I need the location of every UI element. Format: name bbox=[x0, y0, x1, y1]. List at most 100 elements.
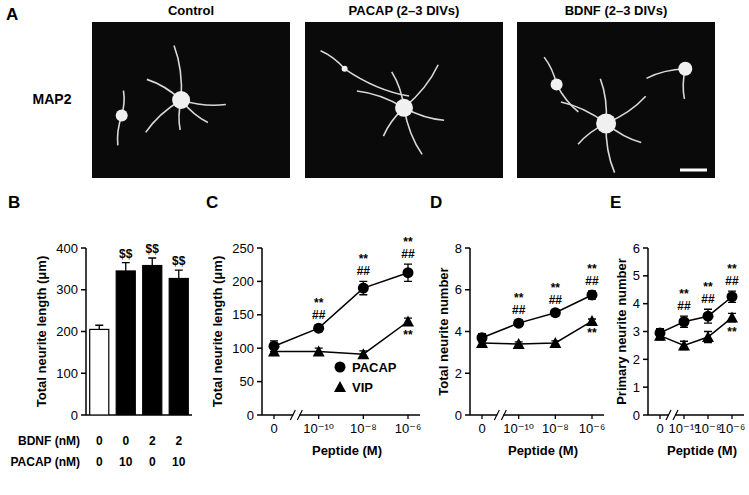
y-tick bbox=[465, 373, 470, 375]
table-value: 0 bbox=[149, 455, 156, 469]
y-tick bbox=[81, 331, 86, 333]
y-tick-label: 400 bbox=[56, 241, 78, 256]
stain-label: MAP2 bbox=[33, 91, 72, 107]
y-tick bbox=[643, 331, 648, 333]
image-title: BDNF (2–3 DIVs) bbox=[565, 3, 668, 18]
marker bbox=[550, 307, 561, 318]
x-tick bbox=[591, 415, 592, 419]
y-tick-label: 1 bbox=[633, 380, 640, 395]
x-tick bbox=[481, 415, 482, 419]
bar bbox=[116, 271, 135, 415]
marker bbox=[476, 337, 488, 348]
y-tick-label: 6 bbox=[633, 241, 640, 256]
x-tick bbox=[659, 415, 660, 419]
y-tick-label: 200 bbox=[56, 324, 78, 339]
marker bbox=[403, 267, 414, 278]
y-tick-label: 50 bbox=[240, 374, 254, 389]
significance: ## bbox=[725, 274, 739, 288]
x-tick-label: 10⁻⁶ bbox=[395, 421, 422, 436]
error-bar bbox=[175, 270, 183, 278]
scale-bar bbox=[680, 169, 707, 172]
x-axis bbox=[648, 414, 744, 416]
panel: E0123456Primary neurite number010⁻¹⁰10⁻⁸… bbox=[610, 193, 745, 458]
panel: D02468Total neurite number010⁻¹⁰10⁻⁸10⁻⁶… bbox=[430, 193, 605, 458]
x-axis bbox=[470, 414, 604, 416]
y-tick bbox=[643, 303, 648, 305]
significance: ## bbox=[357, 264, 371, 278]
significance: ## bbox=[701, 292, 715, 306]
table-value: 10 bbox=[119, 455, 133, 469]
y-tick bbox=[257, 414, 262, 416]
marker bbox=[313, 323, 324, 334]
y-axis-label: Total neurite length (μm) bbox=[34, 256, 49, 407]
x-tick-label: 10⁻⁸ bbox=[695, 421, 722, 436]
table-value: 0 bbox=[122, 434, 129, 448]
table-value: 2 bbox=[149, 434, 156, 448]
y-tick bbox=[465, 414, 470, 416]
panel-letter: C bbox=[206, 193, 218, 212]
bar bbox=[90, 329, 109, 415]
y-tick-label: 100 bbox=[56, 366, 78, 381]
y-tick-label: 2 bbox=[455, 366, 462, 381]
series-line bbox=[482, 321, 592, 344]
plot-area bbox=[654, 291, 738, 350]
x-tick-label: 10⁻⁸ bbox=[350, 421, 377, 436]
significance: $$ bbox=[119, 247, 133, 261]
marker bbox=[268, 346, 280, 357]
y-tick bbox=[81, 289, 86, 291]
y-tick bbox=[257, 314, 262, 316]
x-tick-label: 10⁻⁸ bbox=[542, 421, 569, 436]
axis-break bbox=[290, 410, 302, 420]
x-tick bbox=[407, 415, 408, 419]
marker bbox=[358, 283, 369, 294]
significance: ** bbox=[403, 328, 413, 342]
table-value: 0 bbox=[96, 455, 103, 469]
legend-label: VIP bbox=[352, 380, 373, 395]
legend-label: PACAP bbox=[352, 360, 397, 375]
table-row-label: PACAP (nM) bbox=[10, 455, 80, 469]
marker bbox=[313, 346, 325, 357]
panel: C050100150200250Total neurite length (μm… bbox=[206, 193, 421, 458]
x-tick bbox=[707, 415, 708, 419]
significance: $$ bbox=[172, 254, 186, 268]
significance: ## bbox=[677, 299, 691, 313]
x-tick-label: 10⁻⁶ bbox=[579, 421, 606, 436]
y-tick bbox=[643, 275, 648, 277]
legend: PACAP VIP bbox=[334, 360, 397, 395]
y-tick-label: 0 bbox=[633, 408, 640, 423]
y-tick-label: 8 bbox=[455, 241, 462, 256]
x-tick bbox=[683, 415, 684, 419]
y-axis-label: Primary neurite number bbox=[614, 258, 629, 405]
error-bar bbox=[148, 258, 156, 266]
y-tick bbox=[465, 331, 470, 333]
table-value: 10 bbox=[172, 455, 186, 469]
x-tick bbox=[363, 415, 364, 419]
y-tick bbox=[643, 386, 648, 388]
table-value: 2 bbox=[175, 434, 182, 448]
y-tick-label: 0 bbox=[247, 408, 254, 423]
x-tick bbox=[318, 415, 319, 419]
cell-body bbox=[395, 99, 413, 117]
marker bbox=[357, 348, 369, 359]
panel-letter: D bbox=[430, 193, 442, 212]
x-tick-label: 0 bbox=[270, 421, 277, 436]
x-tick-label: 0 bbox=[478, 421, 485, 436]
y-tick bbox=[257, 281, 262, 283]
error-bar bbox=[122, 263, 130, 271]
cell-body bbox=[551, 78, 563, 90]
y-tick bbox=[81, 373, 86, 375]
x-axis-label: Peptide (M) bbox=[312, 443, 382, 458]
plot-area bbox=[268, 264, 414, 359]
significance: ## bbox=[401, 247, 415, 261]
y-tick bbox=[257, 347, 262, 349]
marker bbox=[402, 315, 414, 326]
y-tick-label: 150 bbox=[232, 307, 254, 322]
y-tick-label: 200 bbox=[232, 274, 254, 289]
x-tick bbox=[273, 415, 274, 419]
x-tick-label: 10⁻¹⁰ bbox=[503, 421, 534, 436]
series-line bbox=[660, 297, 732, 333]
significance: ## bbox=[585, 274, 599, 288]
axis-break bbox=[666, 410, 678, 420]
x-tick-label: 0 bbox=[656, 421, 663, 436]
x-tick-label: 10⁻¹⁰ bbox=[303, 421, 334, 436]
